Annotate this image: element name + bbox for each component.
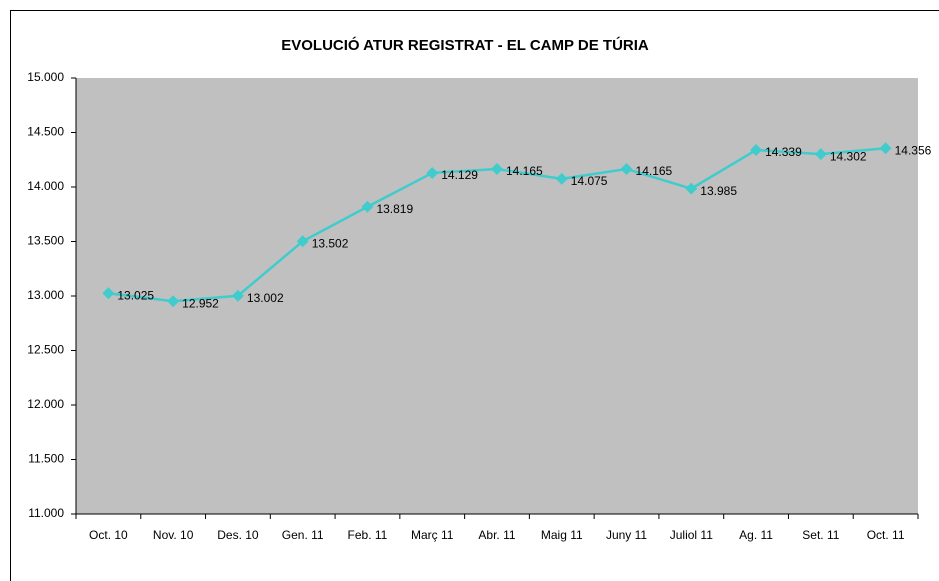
x-tick-label: Gen. 11	[282, 528, 324, 542]
data-label: 13.985	[700, 184, 737, 198]
x-tick-label: Des. 10	[217, 528, 259, 542]
x-tick-label: Feb. 11	[348, 528, 388, 542]
data-point	[296, 235, 309, 248]
y-tick-label: 13.500	[27, 234, 64, 248]
y-tick-label: 14.000	[27, 179, 64, 193]
y-tick-label: 12.000	[27, 397, 64, 411]
data-point	[685, 182, 698, 195]
y-tick-label: 12.500	[27, 343, 64, 357]
x-tick-label: Juny 11	[606, 528, 647, 542]
x-tick-label: Nov. 10	[153, 528, 194, 542]
data-label: 13.025	[117, 288, 154, 302]
data-label: 14.356	[895, 143, 932, 157]
data-point	[750, 144, 763, 157]
data-point	[167, 295, 180, 308]
data-label: 14.075	[571, 174, 608, 188]
y-tick-label: 11.500	[28, 452, 64, 466]
y-tick-label: 15.000	[27, 70, 64, 84]
data-point	[491, 163, 503, 176]
data-label: 13.819	[376, 202, 413, 216]
x-tick-label: Ag. 11	[739, 528, 773, 542]
data-point	[814, 148, 827, 161]
data-label: 14.165	[636, 164, 673, 178]
data-label: 14.129	[441, 168, 478, 182]
x-tick-label: Oct. 11	[867, 528, 905, 542]
data-point	[102, 287, 115, 300]
data-point	[426, 166, 439, 179]
x-tick-label: Set. 11	[802, 528, 839, 542]
x-tick-label: Maig 11	[541, 528, 583, 542]
data-label: 12.952	[182, 296, 219, 310]
data-point	[879, 142, 892, 155]
data-label: 14.339	[765, 145, 802, 159]
x-tick-label: Juliol 11	[670, 528, 713, 542]
data-label: 13.502	[312, 236, 349, 250]
data-point	[620, 163, 633, 176]
data-label: 14.302	[830, 149, 867, 163]
data-point	[361, 200, 374, 213]
data-label: 14.165	[506, 164, 543, 178]
chart-title: EVOLUCIÓ ATUR REGISTRAT - EL CAMP DE TÚR…	[281, 36, 649, 54]
x-tick-label: Març 11	[411, 528, 454, 542]
x-tick-label: Abr. 11	[478, 528, 515, 542]
data-point	[231, 289, 244, 302]
data-point	[555, 172, 568, 185]
y-tick-label: 11.000	[28, 506, 64, 520]
data-label: 13.002	[247, 291, 284, 305]
x-tick-label: Oct. 10	[89, 528, 128, 542]
y-tick-label: 14.500	[27, 125, 64, 139]
y-tick-label: 13.000	[27, 288, 64, 302]
